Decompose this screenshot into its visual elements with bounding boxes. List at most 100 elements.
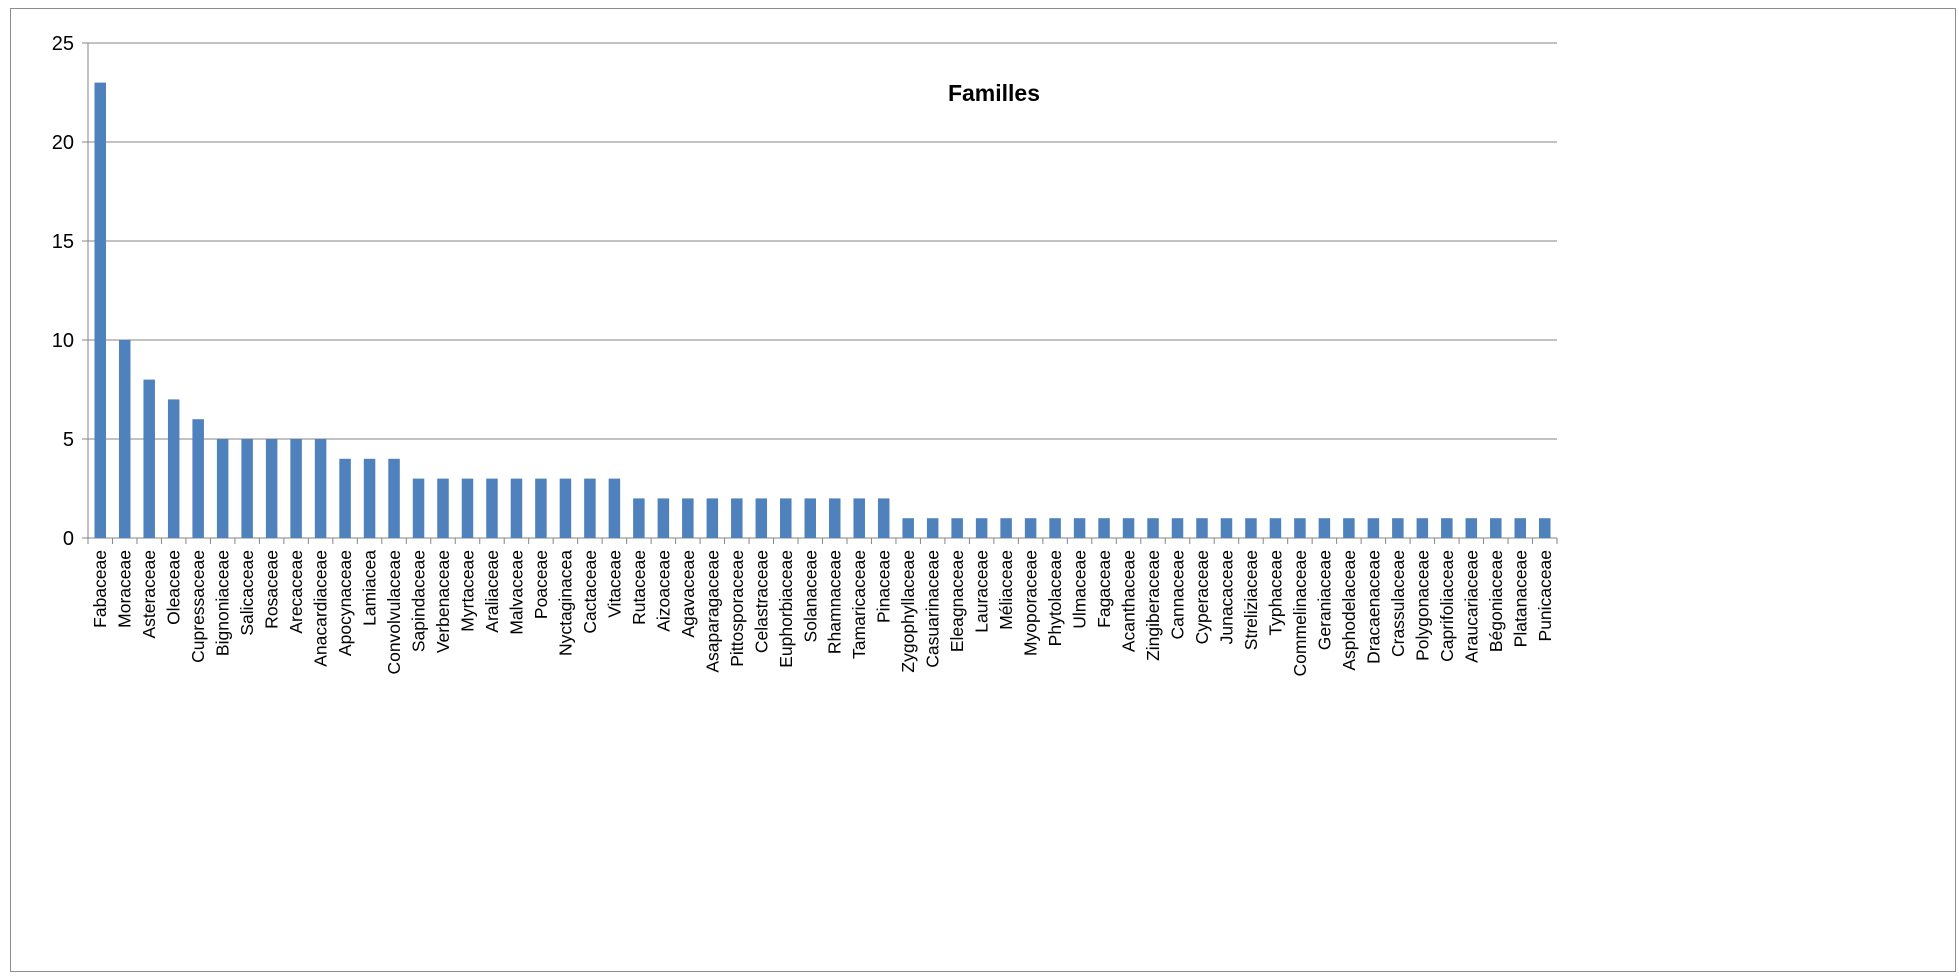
category-label: Acanthaceae (1119, 550, 1139, 652)
bar-cactaceae (584, 478, 596, 538)
bar-anacardiaceae (314, 439, 327, 538)
category-label: Eleagnaceae (947, 550, 967, 652)
category-label: Asaparagaceae (702, 550, 722, 673)
bar-malvaceae (510, 478, 523, 538)
category-label: Casuarinaceae (923, 550, 943, 668)
category-label: Apocynaceae (335, 550, 355, 656)
bar-eleagnaceae (951, 518, 963, 538)
category-label: Sapindaceae (409, 550, 429, 652)
bar-zingiberaceae (1147, 518, 1159, 538)
category-label: Celastraceae (751, 550, 771, 653)
bar-caprifoliaceae (1441, 518, 1453, 538)
axes (82, 42, 1558, 544)
category-label: Oleaceae (164, 550, 184, 625)
category-label: Zingiberaceae (1143, 550, 1163, 661)
y-tick-label: 10 (52, 330, 74, 352)
category-label: Zygophyllaceae (898, 550, 918, 673)
bar-polygonaceae (1416, 518, 1429, 538)
category-label: Polygonaceae (1412, 550, 1432, 661)
category-label: Bégoniaceae (1486, 550, 1506, 652)
bar-apocynaceae (339, 458, 351, 538)
category-label: Cyperaceae (1192, 550, 1212, 644)
bar-fabaceae (94, 82, 106, 538)
bar-asphodelaceae (1343, 518, 1355, 538)
category-label: Junacaceae (1216, 550, 1236, 644)
category-label: Araliaceae (482, 550, 502, 633)
category-label: Anacardiaceae (311, 550, 331, 667)
category-label: Caprifoliaceae (1437, 550, 1457, 662)
bar-fagaceae (1098, 518, 1110, 538)
chart-title: Familles (948, 80, 1040, 106)
category-label: Rosaceae (262, 550, 282, 629)
bar-moraceae (118, 340, 131, 538)
category-label: Aizoaceae (653, 550, 673, 632)
bar-ulmaceae (1073, 518, 1086, 538)
bar-rosaceae (265, 439, 278, 538)
bars (94, 82, 1551, 538)
category-label: Geraniaceae (1314, 550, 1334, 650)
y-tick-label: 25 (52, 33, 74, 55)
bar-oleaceae (167, 399, 180, 538)
bar-pittosporaceae (731, 498, 743, 538)
bar-tamaricaceae (853, 498, 865, 538)
category-label: Pittosporaceae (727, 550, 747, 667)
bar-bégoniaceae (1490, 518, 1502, 538)
bar-lamiacea (363, 458, 376, 538)
category-label: Nyctaginacea (555, 550, 575, 656)
bar-asaparagaceae (706, 498, 719, 538)
bar-chart: 0 5 10 15 20 25 Fabaceae Moraceae Asteraceae Ole… (52, 33, 1558, 677)
bar-cyperaceae (1196, 518, 1208, 538)
bar-casuarinaceae (926, 518, 939, 538)
category-label: Pinaceae (874, 550, 894, 623)
category-label: Poaceae (531, 550, 551, 619)
bar-araliaceae (486, 478, 498, 538)
bar-celastraceae (755, 498, 768, 538)
category-label: Dracaenaceae (1363, 550, 1383, 664)
bar-arecaceae (290, 439, 302, 538)
category-label: Arecaceae (286, 550, 306, 634)
category-label: Platanaceae (1510, 550, 1530, 647)
bar-convolvulaceae (388, 458, 400, 538)
bar-cannaceae (1171, 518, 1184, 538)
bar-platanaceae (1514, 518, 1527, 538)
category-label: Tamaricaceae (849, 550, 869, 659)
category-label: Moraceae (115, 550, 135, 628)
bar-asteraceae (143, 379, 155, 538)
bar-solanaceae (804, 498, 817, 538)
category-labels: Fabaceae Moraceae Asteraceae Oleaceae Cupres… (90, 550, 1555, 677)
bar-streliziaceae (1245, 518, 1257, 538)
y-tick-label: 15 (52, 231, 74, 253)
category-label: Rhamnaceae (825, 550, 845, 654)
category-label: Ulmaceae (1070, 550, 1090, 629)
category-label: Fabaceae (90, 550, 110, 628)
bar-punicaceae (1539, 518, 1551, 538)
bar-junacaceae (1220, 518, 1233, 538)
bar-nyctaginacea (559, 478, 572, 538)
category-label: Bignoniaceae (213, 550, 233, 656)
category-label: Euphorbiaceae (776, 550, 796, 668)
category-label: Solanaceae (800, 550, 820, 642)
category-label: Phytolaceae (1045, 550, 1065, 646)
category-label: Araucariaceae (1461, 550, 1481, 663)
bar-geraniaceae (1318, 518, 1331, 538)
category-label: Salicaceae (237, 550, 257, 636)
gridlines (82, 42, 1557, 440)
y-tick-label: 0 (63, 528, 74, 550)
category-label: Convolvulaceae (384, 550, 404, 675)
category-label: Méliaceae (996, 550, 1016, 630)
category-label: Verbenaceae (433, 550, 453, 653)
bar-vitaceae (608, 478, 621, 538)
category-label: Vitaceae (604, 550, 624, 618)
bar-araucariaceae (1465, 518, 1478, 538)
bar-salicaceae (241, 439, 253, 538)
category-label: Myoporaceae (1021, 550, 1041, 656)
category-label: Crassulaceae (1388, 550, 1408, 657)
chart-frame: 0 5 10 15 20 25 Fabaceae Moraceae Asteraceae Ole… (10, 8, 1956, 972)
bar-cupressaceae (192, 419, 204, 538)
category-label: Rutaceae (629, 550, 649, 625)
category-label: Streliziaceae (1241, 550, 1261, 650)
bar-rhamnaceae (828, 498, 841, 538)
category-label: Cupressaceae (188, 550, 208, 663)
category-label: Lauraceae (972, 550, 992, 633)
category-label: Typhaceae (1265, 550, 1285, 636)
